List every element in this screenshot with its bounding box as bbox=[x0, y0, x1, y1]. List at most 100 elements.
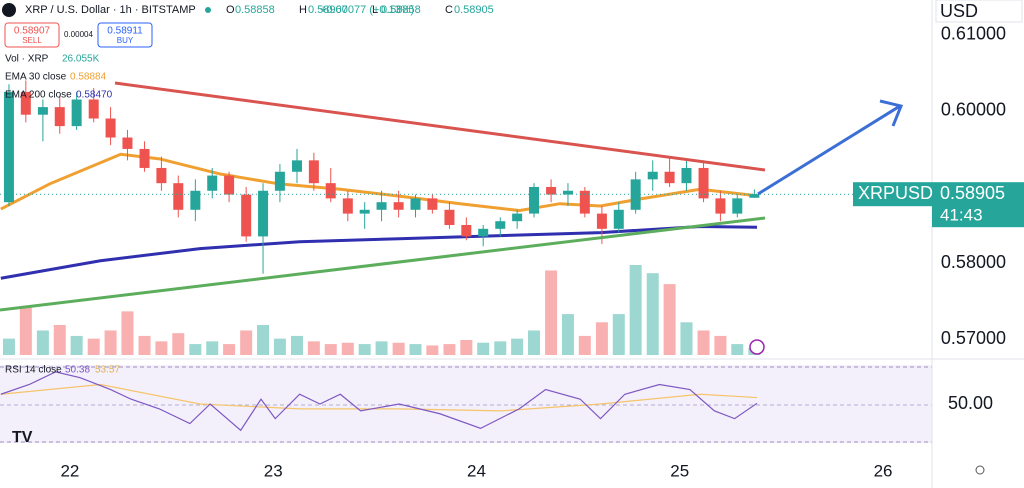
candle-body bbox=[359, 209, 370, 214]
volume-bar bbox=[223, 344, 236, 355]
buy-button[interactable] bbox=[97, 22, 153, 48]
y-tick-label: 0.61000 bbox=[941, 24, 1006, 44]
candle-body bbox=[410, 198, 421, 210]
candle-body bbox=[393, 202, 404, 210]
buy-price: 0.58911 bbox=[107, 26, 143, 37]
candle-body bbox=[376, 202, 387, 210]
ohlc-value: 0.58905 bbox=[454, 4, 494, 16]
volume-bar bbox=[697, 330, 710, 355]
settings-icon[interactable] bbox=[975, 465, 985, 475]
candle-body bbox=[173, 183, 184, 210]
candle-body bbox=[529, 186, 540, 214]
y-tick-label: 0.58000 bbox=[941, 252, 1006, 272]
volume-bar bbox=[36, 330, 49, 355]
rsi-ma-value: 53.57 bbox=[95, 365, 120, 376]
volume-legend: Vol · XRP bbox=[5, 54, 49, 65]
price-tag-symbol bbox=[853, 182, 932, 207]
spread: 0.00004 bbox=[64, 30, 93, 39]
price-tag-value: 0.58905 bbox=[940, 183, 1005, 203]
rsi-legend: RSI 14 close bbox=[5, 365, 62, 376]
volume-bar bbox=[87, 338, 100, 355]
ohlc-key: L bbox=[372, 4, 378, 16]
candle-body bbox=[681, 167, 692, 184]
sell-button[interactable] bbox=[4, 22, 60, 48]
volume-bar bbox=[646, 273, 659, 355]
x-tick-label: 22 bbox=[60, 461, 79, 480]
volume-bar bbox=[561, 314, 574, 355]
ema-line bbox=[0, 152, 758, 213]
ohlc-key: C bbox=[445, 4, 453, 16]
volume-bar bbox=[680, 322, 693, 355]
volume-bar bbox=[714, 335, 727, 355]
candle-body bbox=[241, 194, 252, 237]
currency-button[interactable] bbox=[935, 0, 1023, 23]
candle-body bbox=[139, 148, 150, 168]
candle-body bbox=[546, 186, 557, 195]
volume-bar bbox=[189, 344, 202, 355]
volume-bar bbox=[172, 333, 185, 355]
candle-body bbox=[478, 228, 489, 237]
candle-body bbox=[613, 209, 624, 229]
price-tag bbox=[932, 182, 1024, 228]
trendline-support bbox=[0, 216, 766, 312]
volume-bar bbox=[375, 341, 388, 355]
ohlc-value: 0.58858 bbox=[235, 4, 275, 16]
ohlc-value: 0.58967 bbox=[308, 4, 348, 16]
volume-bar bbox=[663, 284, 676, 355]
event-icon[interactable] bbox=[749, 339, 765, 355]
candle-body bbox=[88, 99, 99, 119]
x-tick-label: 24 bbox=[467, 461, 486, 480]
x-tick-label: 26 bbox=[874, 461, 893, 480]
candle-body bbox=[54, 107, 65, 127]
volume-bar bbox=[578, 335, 591, 355]
symbol-title: XRP / U.S. Dollar · 1h · BITSTAMP bbox=[25, 4, 196, 16]
ema-line bbox=[0, 225, 758, 280]
volume-bar bbox=[70, 335, 83, 355]
volume-bar bbox=[155, 341, 168, 355]
symbol-icon bbox=[2, 3, 16, 17]
ema-legend: EMA 200 close bbox=[5, 90, 72, 101]
volume-bar bbox=[392, 342, 405, 355]
candle-body bbox=[732, 198, 743, 214]
candle-body bbox=[715, 198, 726, 214]
y-tick-label: 0.60000 bbox=[941, 100, 1006, 120]
rsi-line bbox=[0, 371, 758, 432]
rsi-tick-label: 50.00 bbox=[948, 393, 993, 413]
candle-body bbox=[190, 190, 201, 210]
volume-bar bbox=[612, 314, 625, 355]
rsi-ma-line bbox=[0, 383, 758, 412]
volume-bar bbox=[731, 344, 744, 355]
ema-legend: EMA 30 close bbox=[5, 72, 67, 83]
projection-arrow bbox=[757, 104, 901, 196]
volume-bar bbox=[257, 325, 270, 355]
candle-body bbox=[698, 167, 709, 199]
logo: TV bbox=[12, 429, 33, 446]
candle-body bbox=[647, 171, 658, 180]
candle-body bbox=[427, 198, 438, 210]
price-pane bbox=[0, 80, 761, 432]
candle-body bbox=[749, 194, 760, 198]
ohlc-value: 0.58858 bbox=[381, 4, 421, 16]
candle-body bbox=[325, 183, 336, 199]
candle-body bbox=[274, 171, 285, 191]
candle-body bbox=[562, 190, 573, 195]
volume-bar bbox=[494, 341, 507, 355]
candle-body bbox=[579, 190, 590, 214]
ohlc-key: O bbox=[226, 4, 235, 16]
volume-bar bbox=[595, 322, 608, 355]
volume-bar bbox=[443, 344, 456, 355]
candle-body bbox=[630, 179, 641, 210]
volume-bar bbox=[545, 270, 558, 355]
arrow-head bbox=[879, 99, 904, 127]
candle-body bbox=[122, 137, 133, 149]
candle-body bbox=[105, 118, 116, 138]
price-tag-symbol-text: XRPUSD bbox=[858, 183, 933, 203]
volume-bar bbox=[511, 338, 524, 355]
volume-bar bbox=[307, 341, 320, 355]
candle-body bbox=[512, 213, 523, 222]
price-tag-countdown: 41:43 bbox=[940, 206, 983, 225]
candle-body bbox=[308, 160, 319, 184]
volume-bar bbox=[290, 335, 303, 355]
x-tick-label: 25 bbox=[670, 461, 689, 480]
